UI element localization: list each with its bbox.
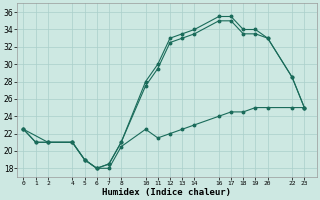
X-axis label: Humidex (Indice chaleur): Humidex (Indice chaleur) bbox=[102, 188, 231, 197]
